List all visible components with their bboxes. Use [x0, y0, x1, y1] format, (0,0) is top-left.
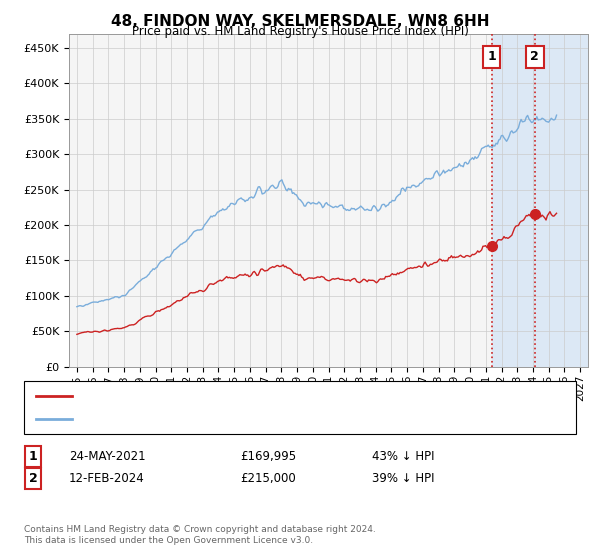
Text: 48, FINDON WAY, SKELMERSDALE, WN8 6HH (detached house): 48, FINDON WAY, SKELMERSDALE, WN8 6HH (d…: [81, 391, 431, 401]
Text: 43% ↓ HPI: 43% ↓ HPI: [372, 450, 434, 463]
Text: Contains HM Land Registry data © Crown copyright and database right 2024.
This d: Contains HM Land Registry data © Crown c…: [24, 525, 376, 545]
Text: £169,995: £169,995: [240, 450, 296, 463]
Text: 48, FINDON WAY, SKELMERSDALE, WN8 6HH: 48, FINDON WAY, SKELMERSDALE, WN8 6HH: [111, 14, 489, 29]
Text: 2: 2: [29, 472, 37, 486]
Text: 39% ↓ HPI: 39% ↓ HPI: [372, 472, 434, 486]
Text: 1: 1: [29, 450, 37, 463]
Text: 2: 2: [530, 50, 539, 63]
Bar: [492, 34, 588, 367]
Text: 12-FEB-2024: 12-FEB-2024: [69, 472, 145, 486]
Text: £215,000: £215,000: [240, 472, 296, 486]
Text: HPI: Average price, detached house, West Lancashire: HPI: Average price, detached house, West…: [81, 414, 379, 424]
Text: 1: 1: [487, 50, 496, 63]
Text: 24-MAY-2021: 24-MAY-2021: [69, 450, 146, 463]
Text: Price paid vs. HM Land Registry's House Price Index (HPI): Price paid vs. HM Land Registry's House …: [131, 25, 469, 38]
